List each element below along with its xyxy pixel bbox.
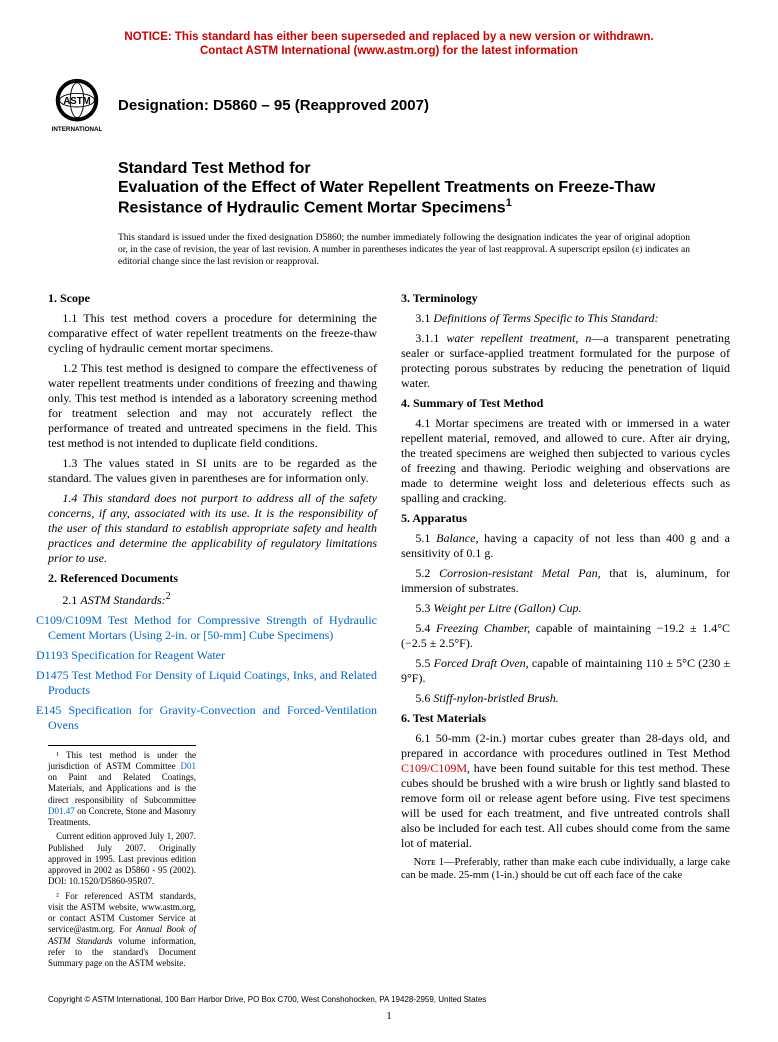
p52n: 5.2: [415, 566, 439, 580]
section-2-heading: 2. Referenced Documents: [48, 571, 377, 586]
para-4-1: 4.1 Mortar specimens are treated with or…: [401, 416, 730, 506]
ref-e145-link[interactable]: E145: [36, 703, 61, 717]
p52t: Corrosion-resistant Metal Pan,: [439, 566, 601, 580]
astm-logo: ASTM INTERNATIONAL: [48, 77, 106, 135]
withdrawal-notice: NOTICE: This standard has either been su…: [48, 30, 730, 59]
ref-e145-title[interactable]: Specification for Gravity-Convection and…: [48, 703, 377, 732]
page-number: 1: [48, 1010, 730, 1022]
para-5-5: 5.5 Forced Draft Oven, capable of mainta…: [401, 656, 730, 686]
p311-num: 3.1.1: [415, 331, 446, 345]
footnotes: ¹ This test method is under the jurisdic…: [48, 745, 196, 970]
ref-d1193: D1193 Specification for Reagent Water: [48, 648, 377, 663]
title-footnote-ref: 1: [506, 197, 512, 209]
para-1-2: 1.2 This test method is designed to comp…: [48, 361, 377, 451]
para-3-1: 3.1 Definitions of Terms Specific to Thi…: [401, 311, 730, 326]
p61a: 6.1 50-mm (2-in.) mortar cubes greater t…: [401, 731, 730, 760]
title-prefix: Standard Test Method for: [118, 159, 700, 178]
ref-d1475-link[interactable]: D1475: [36, 668, 69, 682]
p51n: 5.1: [415, 531, 436, 545]
title-text: Evaluation of the Effect of Water Repell…: [118, 179, 655, 217]
ref-c109-inline-link[interactable]: C109/C109M: [401, 761, 467, 775]
svg-text:ASTM: ASTM: [63, 96, 90, 107]
section-5-heading: 5. Apparatus: [401, 511, 730, 526]
title-main: Evaluation of the Effect of Water Repell…: [118, 178, 700, 218]
para-1-1: 1.1 This test method covers a procedure …: [48, 311, 377, 356]
para-1-4: 1.4 This standard does not purport to ad…: [48, 491, 377, 566]
subcommittee-d0147-link[interactable]: D01.47: [48, 806, 75, 816]
header-row: ASTM INTERNATIONAL Designation: D5860 – …: [48, 77, 730, 135]
para-5-6: 5.6 Stiff-nylon-bristled Brush.: [401, 691, 730, 706]
p54t: Freezing Chamber,: [436, 621, 530, 635]
para-5-2: 5.2 Corrosion-resistant Metal Pan, that …: [401, 566, 730, 596]
para-3-1-text: Definitions of Terms Specific to This St…: [433, 311, 658, 325]
section-1-heading: 1. Scope: [48, 291, 377, 306]
p311-term: water repellent treatment, n: [446, 331, 591, 345]
ref-d1475-title[interactable]: Test Method For Density of Liquid Coatin…: [48, 668, 377, 697]
para-2-1-text: ASTM Standards:: [80, 593, 165, 607]
para-5-4: 5.4 Freezing Chamber, capable of maintai…: [401, 621, 730, 651]
ref-d1193-title[interactable]: Specification for Reagent Water: [68, 648, 225, 662]
ref-c109: C109/C109M Test Method for Compressive S…: [48, 613, 377, 643]
section-6-heading: 6. Test Materials: [401, 711, 730, 726]
p55n: 5.5: [415, 656, 433, 670]
copyright-line: Copyright © ASTM International, 100 Barr…: [48, 995, 730, 1004]
ref-e145: E145 Specification for Gravity-Convectio…: [48, 703, 377, 733]
para-1-3: 1.3 The values stated in SI units are to…: [48, 456, 377, 486]
p53n: 5.3: [415, 601, 433, 615]
footnote-1b: Current edition approved July 1, 2007. P…: [48, 831, 196, 887]
ref-d1475: D1475 Test Method For Density of Liquid …: [48, 668, 377, 698]
para-3-1-num: 3.1: [415, 311, 433, 325]
svg-text:INTERNATIONAL: INTERNATIONAL: [52, 126, 103, 133]
p55t: Forced Draft Oven,: [434, 656, 529, 670]
p54n: 5.4: [415, 621, 436, 635]
para-2-1-num: 2.1: [62, 593, 80, 607]
p53t: Weight per Litre (Gallon) Cup.: [433, 601, 581, 615]
section-3-heading: 3. Terminology: [401, 291, 730, 306]
ref-d1193-link[interactable]: D1193: [36, 648, 68, 662]
para-5-1: 5.1 Balance, having a capacity of not le…: [401, 531, 730, 561]
para-2-1: 2.1 ASTM Standards:2: [48, 591, 377, 608]
section-4-heading: 4. Summary of Test Method: [401, 396, 730, 411]
title-block: Standard Test Method for Evaluation of t…: [118, 159, 700, 218]
body-columns: 1. Scope 1.1 This test method covers a p…: [48, 291, 730, 970]
para-2-1-fn: 2: [166, 591, 171, 602]
committee-d01-link[interactable]: D01: [181, 761, 197, 771]
footnote-1: ¹ This test method is under the jurisdic…: [48, 750, 196, 829]
footnote-2: ² For referenced ASTM standards, visit t…: [48, 891, 196, 970]
p56n: 5.6: [415, 691, 433, 705]
ref-c109-link[interactable]: C109/C109M: [36, 613, 102, 627]
para-3-1-1: 3.1.1 water repellent treatment, n—a tra…: [401, 331, 730, 391]
issuance-note: This standard is issued under the fixed …: [118, 232, 690, 269]
designation: Designation: D5860 – 95 (Reapproved 2007…: [118, 97, 429, 114]
p56t: Stiff-nylon-bristled Brush.: [433, 691, 558, 705]
notice-line1: NOTICE: This standard has either been su…: [124, 31, 653, 43]
para-5-3: 5.3 Weight per Litre (Gallon) Cup.: [401, 601, 730, 616]
notice-line2: Contact ASTM International (www.astm.org…: [200, 45, 578, 57]
p51t: Balance,: [436, 531, 478, 545]
para-1-4-text: 1.4 This standard does not purport to ad…: [48, 491, 377, 565]
note-1: Nᴏᴛᴇ 1—Preferably, rather than make each…: [401, 856, 730, 882]
para-6-1: 6.1 50-mm (2-in.) mortar cubes greater t…: [401, 731, 730, 851]
